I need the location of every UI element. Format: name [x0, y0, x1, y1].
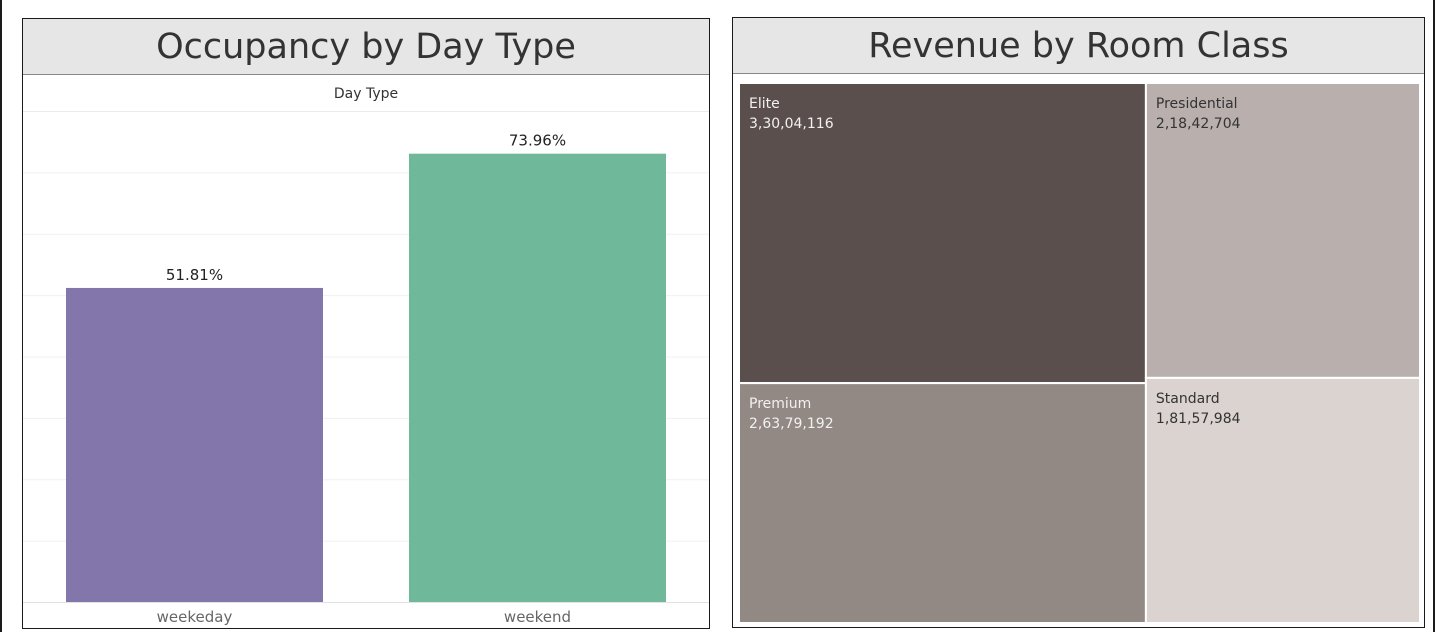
tile-value-label: 2,63,79,192	[749, 416, 834, 432]
tile-value-label: 2,18,42,704	[1156, 116, 1241, 132]
tile-category-label: Presidential	[1156, 96, 1238, 112]
tile-value-label: 1,81,57,984	[1156, 411, 1241, 427]
occupancy-bar-chart: Day Type 51.81% weekeday 73.96% weekend	[23, 86, 709, 626]
tile-value-label: 3,30,04,116	[749, 116, 834, 132]
tile-category-label: Elite	[749, 96, 780, 112]
bar-weekend[interactable]	[409, 153, 666, 602]
tile-category-label: Standard	[1156, 391, 1220, 407]
bar-value-label: 51.81%	[166, 266, 223, 284]
occupancy-panel: Occupancy by Day Type Day Type 51.81% week…	[22, 18, 710, 629]
bar-value-label: 73.96%	[509, 132, 566, 150]
category-label: weekend	[504, 608, 571, 626]
treemap-tile-standard[interactable]	[1144, 376, 1421, 624]
bar-weekeday[interactable]	[66, 287, 323, 602]
revenue-chart-title: Revenue by Room Class	[868, 25, 1289, 66]
revenue-treemap: Elite 3,30,04,116 Premium 2,63,79,192 Presid…	[738, 82, 1421, 625]
occupancy-chart-title-bar: Occupancy by Day Type	[23, 19, 709, 75]
category-label: weekeday	[157, 608, 233, 626]
revenue-chart-title-bar: Revenue by Room Class	[733, 18, 1424, 74]
treemap-tile-premium[interactable]	[738, 382, 1147, 625]
day-type-column-header: Day Type	[334, 86, 398, 102]
tile-category-label: Premium	[749, 396, 811, 412]
revenue-panel: Revenue by Room Class Elite 3,30,04,116 Pr…	[732, 17, 1425, 628]
occupancy-chart-title: Occupancy by Day Type	[156, 26, 576, 67]
